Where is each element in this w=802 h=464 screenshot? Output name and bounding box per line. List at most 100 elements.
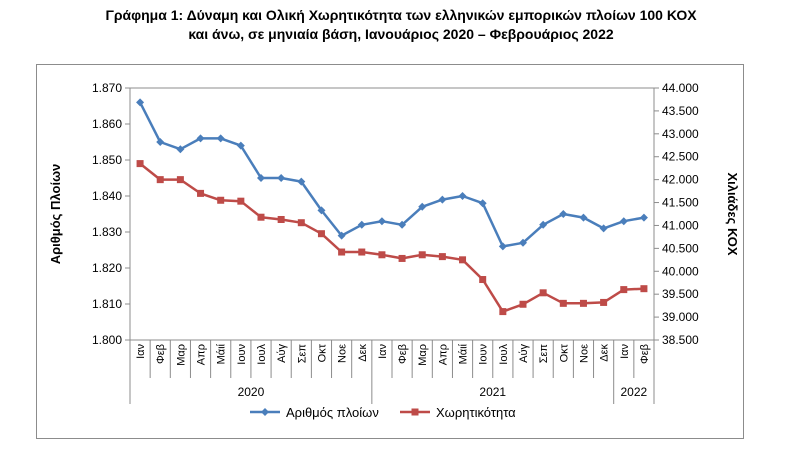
data-point <box>338 248 346 256</box>
x-tick-label: Δεκ <box>357 344 369 362</box>
data-point <box>337 231 346 240</box>
y-tick-label-right: 41.000 <box>662 218 699 232</box>
data-point <box>478 199 487 208</box>
data-point <box>438 253 446 261</box>
chart-title-line-1: Γράφημα 1: Δύναμη και Ολική Χωρητικότητα… <box>105 7 697 23</box>
data-point <box>156 138 165 146</box>
y-tick-label-left: 1.810 <box>92 297 122 311</box>
data-point <box>216 134 225 143</box>
y-tick-label-right: 42.500 <box>662 150 699 164</box>
data-point <box>579 299 587 307</box>
data-point <box>499 308 507 316</box>
data-point <box>599 224 608 233</box>
data-point <box>438 195 447 204</box>
data-point <box>217 196 225 204</box>
data-point <box>418 251 426 259</box>
data-point <box>277 215 285 223</box>
x-tick-label: Νοε <box>337 344 349 363</box>
x-tick-label: Σεπ <box>296 344 308 364</box>
series-line <box>139 162 644 313</box>
y-tick-label-left: 1.850 <box>92 153 122 167</box>
data-point <box>297 177 306 186</box>
x-tick-label: Μαρ <box>175 344 187 366</box>
data-point <box>498 242 507 251</box>
data-point <box>458 192 467 200</box>
data-point <box>176 176 184 184</box>
data-point <box>236 141 245 150</box>
chart-title: Γράφημα 1: Δύναμη και Ολική Χωρητικότητα… <box>0 6 802 44</box>
x-tick-label: Ιαν <box>377 344 389 359</box>
x-tick-label: Ιαν <box>135 344 147 359</box>
data-point <box>640 285 648 293</box>
y-tick-label-right: 44.000 <box>662 81 699 95</box>
x-tick-label: Οκτ <box>316 343 328 362</box>
data-point <box>539 220 548 229</box>
data-point <box>559 210 568 218</box>
x-tick-label: Νοε <box>578 344 590 363</box>
y-tick-label-right: 43.500 <box>662 104 699 118</box>
data-point <box>479 276 487 284</box>
x-tick-label: Μάιί <box>216 343 228 364</box>
legend-marker <box>411 408 419 416</box>
y-axis-title-right: Χιλιάδες ΚΟΧ <box>725 172 740 255</box>
data-point <box>377 217 386 226</box>
x-tick-label: Οκτ <box>558 343 570 362</box>
x-tick-label: Απρ <box>196 344 208 365</box>
y-tick-label-right: 38.500 <box>662 333 699 347</box>
legend-label: Χωρητικότητα <box>436 405 516 420</box>
x-tick-label: Φεβ <box>639 344 651 364</box>
legend-marker <box>261 408 269 416</box>
data-point <box>619 217 628 226</box>
data-point <box>257 213 265 221</box>
data-point <box>600 298 608 306</box>
data-point <box>418 202 427 211</box>
data-point <box>156 176 164 184</box>
data-point <box>378 251 386 259</box>
data-point <box>539 289 547 297</box>
data-point <box>357 220 366 229</box>
x-tick-label: Ιουν <box>236 344 248 365</box>
data-point <box>257 174 265 182</box>
data-point <box>639 213 648 222</box>
data-point <box>519 238 527 247</box>
y-tick-label-right: 39.000 <box>662 310 699 324</box>
data-point <box>277 174 286 182</box>
x-tick-label: Φεβ <box>397 344 409 364</box>
data-point <box>136 160 144 168</box>
x-tick-label: Ιουλ <box>498 344 510 365</box>
data-point <box>459 256 467 264</box>
x-tick-label: Ιουν <box>478 344 490 365</box>
y-tick-label-left: 1.870 <box>92 81 122 95</box>
year-label: 2021 <box>479 385 506 399</box>
x-tick-label: Μαρ <box>417 344 429 366</box>
y-tick-label-left: 1.800 <box>92 333 122 347</box>
y-tick-label-left: 1.820 <box>92 261 122 275</box>
legend-label: Αριθμός πλοίων <box>286 405 379 420</box>
chart-title-line-2: και άνω, σε μηνιαία βάση, Ιανουάριος 202… <box>188 26 614 42</box>
x-tick-label: Μάιί <box>458 343 470 364</box>
data-point <box>136 98 145 107</box>
y-tick-label-left: 1.840 <box>92 189 122 203</box>
data-point <box>398 220 407 229</box>
y-tick-label-right: 43.000 <box>662 127 699 141</box>
data-point <box>197 189 205 197</box>
x-tick-label: Σεπ <box>538 344 550 364</box>
x-tick-label: Ιουλ <box>256 344 268 365</box>
series-line <box>138 101 645 248</box>
x-tick-label: Ιαν <box>619 344 631 359</box>
data-point <box>176 145 185 154</box>
x-tick-label: Φεβ <box>155 344 167 364</box>
data-point <box>237 197 245 205</box>
year-label: 2020 <box>238 385 265 399</box>
y-tick-label-left: 1.860 <box>92 117 122 131</box>
y-tick-label-left: 1.830 <box>92 225 122 239</box>
data-point <box>358 248 366 256</box>
data-point <box>579 213 588 222</box>
data-point <box>297 219 305 227</box>
x-tick-label: Απρ <box>437 344 449 365</box>
data-point <box>196 134 205 143</box>
x-tick-label: Αύγ <box>518 344 530 363</box>
year-label: 2022 <box>620 385 647 399</box>
y-axis-title-left: Αριθμός Πλοίων <box>48 164 63 265</box>
x-tick-label: Αύγ <box>276 344 288 363</box>
